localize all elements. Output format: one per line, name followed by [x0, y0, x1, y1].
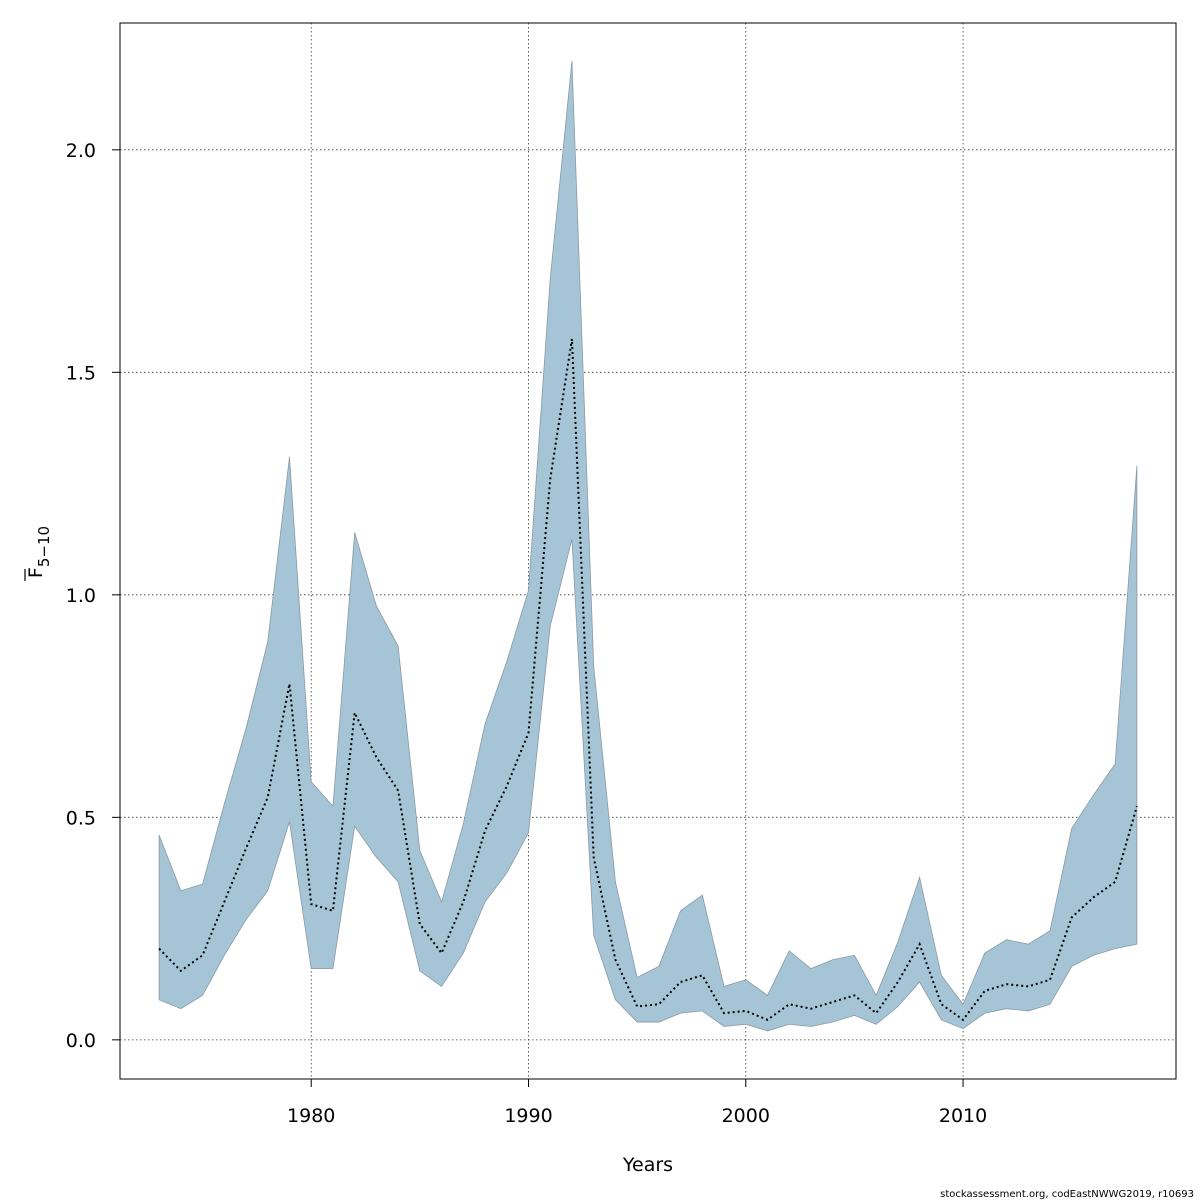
x-axis-ticks: 1980 1990 2000 2010 [287, 1079, 987, 1127]
footer-credit: stockassessment.org, codEastNWWG2019, r1… [940, 1189, 1194, 1200]
confidence-band-layer [158, 60, 1138, 1032]
plot-frame [119, 22, 1177, 1080]
y-axis-title: F5−10 [24, 526, 53, 581]
x-tick-label-2000: 2000 [722, 1105, 770, 1127]
y-tick-label-2.0: 2.0 [66, 140, 96, 162]
y-axis-title-main: F [25, 567, 47, 578]
estimate-line [158, 338, 1138, 1022]
y-axis-title-text: F5−10 [25, 526, 53, 578]
y-axis-title-subscript: 5−10 [35, 526, 53, 567]
estimate-line-layer [158, 338, 1138, 1022]
x-tick-label-1980: 1980 [287, 1105, 335, 1127]
y-tick-label-0.5: 0.5 [66, 807, 96, 829]
y-tick-label-1.5: 1.5 [66, 362, 96, 384]
x-tick-label-2010: 2010 [939, 1105, 987, 1127]
x-axis-title: Years [622, 1154, 673, 1176]
y-tick-label-1.0: 1.0 [66, 585, 96, 607]
y-tick-label-0.0: 0.0 [66, 1030, 96, 1052]
x-tick-label-1990: 1990 [504, 1105, 552, 1127]
y-axis-ticks: 0.0 0.5 1.0 1.5 2.0 [66, 140, 120, 1052]
confidence-band [158, 60, 1138, 1032]
